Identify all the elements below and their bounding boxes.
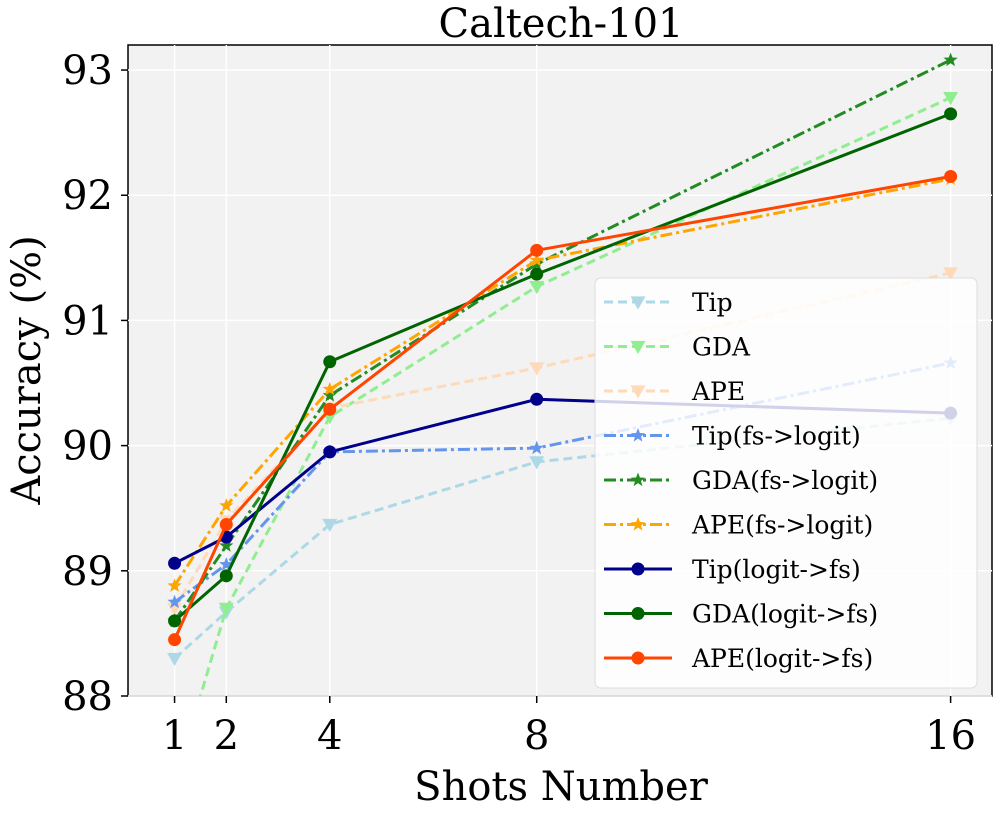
legend-marker <box>630 385 646 399</box>
y-tick-label: 88 <box>62 674 113 720</box>
legend-entry: Tip <box>604 288 733 317</box>
series-line <box>173 58 952 622</box>
data-point <box>168 556 182 570</box>
data-point <box>529 440 544 455</box>
x-tick-label: 2 <box>214 713 239 759</box>
data-point <box>218 602 234 616</box>
legend-marker <box>630 428 646 442</box>
legend-marker <box>631 607 645 620</box>
data-point <box>323 402 337 416</box>
x-tick-label: 16 <box>925 713 976 759</box>
legend-entry: Tip(fs->logit) <box>604 422 861 451</box>
y-tick-label: 90 <box>62 424 113 470</box>
legend-marker <box>630 517 646 531</box>
legend-label: Tip <box>692 288 733 317</box>
legend-label: GDA(logit->fs) <box>692 600 878 629</box>
data-point <box>529 280 545 295</box>
data-point <box>219 517 233 531</box>
chart-title: Caltech-101 <box>438 1 683 47</box>
data-point <box>529 252 544 267</box>
legend: Tip GDA APE Tip(fs->logit) GDA(fs->logit) APE… <box>594 277 978 689</box>
data-point <box>322 388 337 402</box>
data-point <box>529 362 545 376</box>
legend-box <box>594 277 978 689</box>
data-point <box>168 614 182 628</box>
data-point <box>529 456 545 470</box>
legend-entry: APE <box>604 377 745 406</box>
series-line <box>173 177 951 587</box>
legend-marker <box>630 296 646 310</box>
data-point <box>167 652 183 666</box>
data-point <box>219 557 234 571</box>
data-point <box>167 578 182 592</box>
y-axis-label: Accuracy (%) <box>4 235 50 505</box>
data-point <box>323 445 337 459</box>
legend-marker <box>631 562 645 576</box>
legend-marker <box>631 651 645 665</box>
data-point <box>943 91 959 106</box>
legend-label: GDA(fs->logit) <box>692 466 878 495</box>
legend-label: APE <box>691 377 745 406</box>
data-point <box>530 392 544 406</box>
x-axis-label: Shots Number <box>414 764 709 810</box>
data-point <box>219 569 233 583</box>
data-point <box>944 169 958 183</box>
legend-label: APE(logit->fs) <box>691 644 873 673</box>
data-point <box>168 633 182 647</box>
legend-entry: APE(logit->fs) <box>604 644 873 673</box>
x-tick-label: 1 <box>162 713 187 759</box>
data-point <box>944 107 958 121</box>
legend-marker <box>630 472 646 487</box>
y-tick-label: 93 <box>62 48 113 94</box>
data-point <box>219 498 234 512</box>
data-point <box>323 355 337 369</box>
x-tick-label: 8 <box>524 713 549 759</box>
legend-entry: GDA(fs->logit) <box>604 466 878 495</box>
data-point <box>322 381 337 396</box>
data-point <box>322 518 338 532</box>
axes: 1 2 4 8 16 88 89 90 91 92 93 <box>62 48 976 759</box>
legend-entry: GDA(logit->fs) <box>604 600 878 629</box>
y-tick-label: 91 <box>62 298 113 344</box>
data-point <box>943 52 958 67</box>
legend-entry: APE(fs->logit) <box>604 511 873 540</box>
legend-label: Tip(logit->fs) <box>692 555 861 584</box>
legend-marker <box>630 340 646 354</box>
x-tick-label: 4 <box>317 713 342 759</box>
legend-entry: GDA <box>604 333 751 362</box>
legend-label: Tip(fs->logit) <box>692 422 861 451</box>
data-point <box>530 267 544 281</box>
series-7 <box>168 107 958 628</box>
y-tick-label: 92 <box>62 173 113 219</box>
data-point <box>219 538 234 552</box>
data-point <box>530 243 544 257</box>
legend-label: APE(fs->logit) <box>691 511 873 540</box>
data-point <box>943 267 959 281</box>
legend-label: GDA <box>692 333 751 362</box>
y-tick-label: 89 <box>62 549 113 595</box>
data-point <box>167 594 182 609</box>
series-8 <box>168 169 958 647</box>
legend-entry: Tip(logit->fs) <box>604 555 861 584</box>
